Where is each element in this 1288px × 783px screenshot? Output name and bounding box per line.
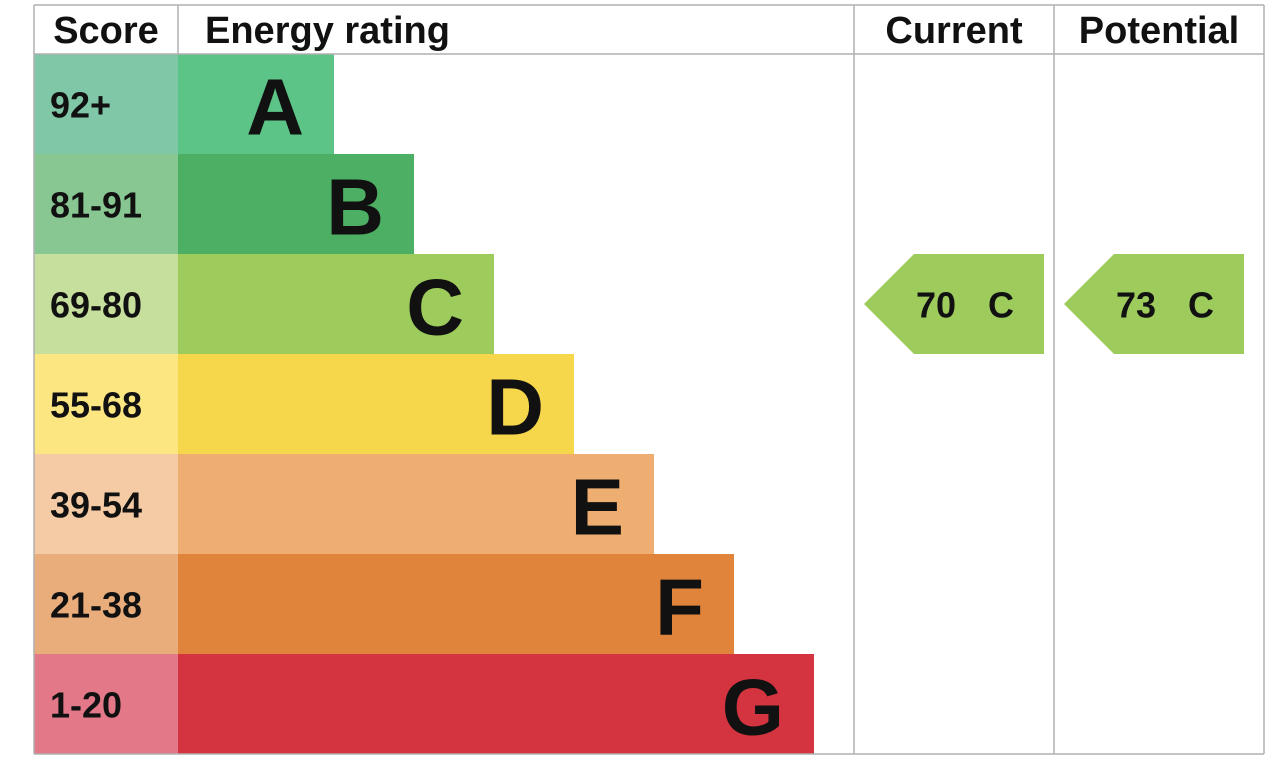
rating-bar (178, 654, 814, 754)
potential-arrow (1064, 254, 1244, 354)
score-range: 1-20 (50, 685, 122, 726)
score-cell (34, 54, 178, 154)
rating-letter: F (655, 563, 704, 652)
score-range: 92+ (50, 85, 111, 126)
score-range: 21-38 (50, 585, 142, 626)
rating-bar (178, 454, 654, 554)
rating-bar (178, 54, 334, 154)
score-range: 81-91 (50, 185, 142, 226)
score-cell (34, 354, 178, 454)
potential-value: 73 (1116, 285, 1156, 326)
rating-letter: A (246, 63, 304, 152)
rating-bar (178, 554, 734, 654)
current-letter: C (988, 285, 1014, 326)
rating-bar (178, 254, 494, 354)
score-cell (34, 154, 178, 254)
current-value: 70 (916, 285, 956, 326)
rating-letter: E (571, 463, 624, 552)
score-range: 55-68 (50, 385, 142, 426)
header-current: Current (885, 10, 1023, 52)
score-cell (34, 654, 178, 754)
potential-letter: C (1188, 285, 1214, 326)
score-range: 39-54 (50, 485, 142, 526)
rating-letter: B (326, 163, 384, 252)
header-rating: Energy rating (205, 10, 450, 52)
score-cell (34, 454, 178, 554)
header-score: Score (53, 10, 159, 52)
score-cell (34, 554, 178, 654)
rating-letter: C (406, 263, 464, 352)
rating-letter: G (722, 663, 784, 752)
score-cell (34, 254, 178, 354)
score-range: 69-80 (50, 285, 142, 326)
current-arrow (864, 254, 1044, 354)
rating-bar (178, 154, 414, 254)
rating-letter: D (486, 363, 544, 452)
rating-bar (178, 354, 574, 454)
header-potential: Potential (1079, 10, 1239, 52)
